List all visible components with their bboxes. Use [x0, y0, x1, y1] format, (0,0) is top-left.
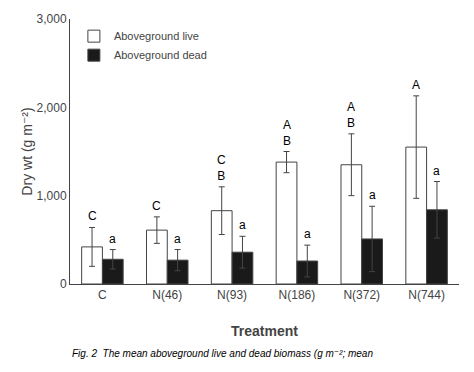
svg-text:a: a — [174, 232, 181, 246]
svg-text:Dry wt (g m⁻²): Dry wt (g m⁻²) — [19, 107, 35, 195]
svg-text:N(93): N(93) — [217, 288, 247, 302]
svg-text:Aboveground live: Aboveground live — [114, 30, 199, 42]
svg-text:N(186): N(186) — [279, 288, 316, 302]
svg-text:N(46): N(46) — [152, 288, 182, 302]
svg-text:a: a — [433, 164, 440, 178]
svg-text:N(744): N(744) — [408, 288, 445, 302]
svg-text:C: C — [88, 209, 97, 223]
svg-text:a: a — [239, 218, 246, 232]
svg-text:Aboveground dead: Aboveground dead — [114, 49, 207, 61]
svg-text:AB: AB — [347, 100, 355, 130]
svg-text:0: 0 — [60, 277, 67, 291]
svg-text:N(372): N(372) — [343, 288, 380, 302]
svg-text:CB: CB — [217, 153, 226, 183]
svg-text:a: a — [304, 227, 311, 241]
svg-text:A: A — [412, 78, 420, 92]
svg-text:C: C — [98, 288, 107, 302]
svg-text:AB: AB — [283, 118, 291, 148]
svg-text:a: a — [369, 188, 376, 202]
svg-text:C: C — [152, 199, 161, 213]
svg-text:1,000: 1,000 — [37, 189, 67, 203]
svg-text:Fig. 2 The mean aboveground l: Fig. 2 The mean aboveground live and dea… — [72, 348, 373, 359]
svg-text:Treatment: Treatment — [231, 323, 298, 339]
svg-text:3,000: 3,000 — [37, 12, 67, 26]
svg-text:2,000: 2,000 — [37, 101, 67, 115]
svg-text:a: a — [109, 232, 116, 246]
